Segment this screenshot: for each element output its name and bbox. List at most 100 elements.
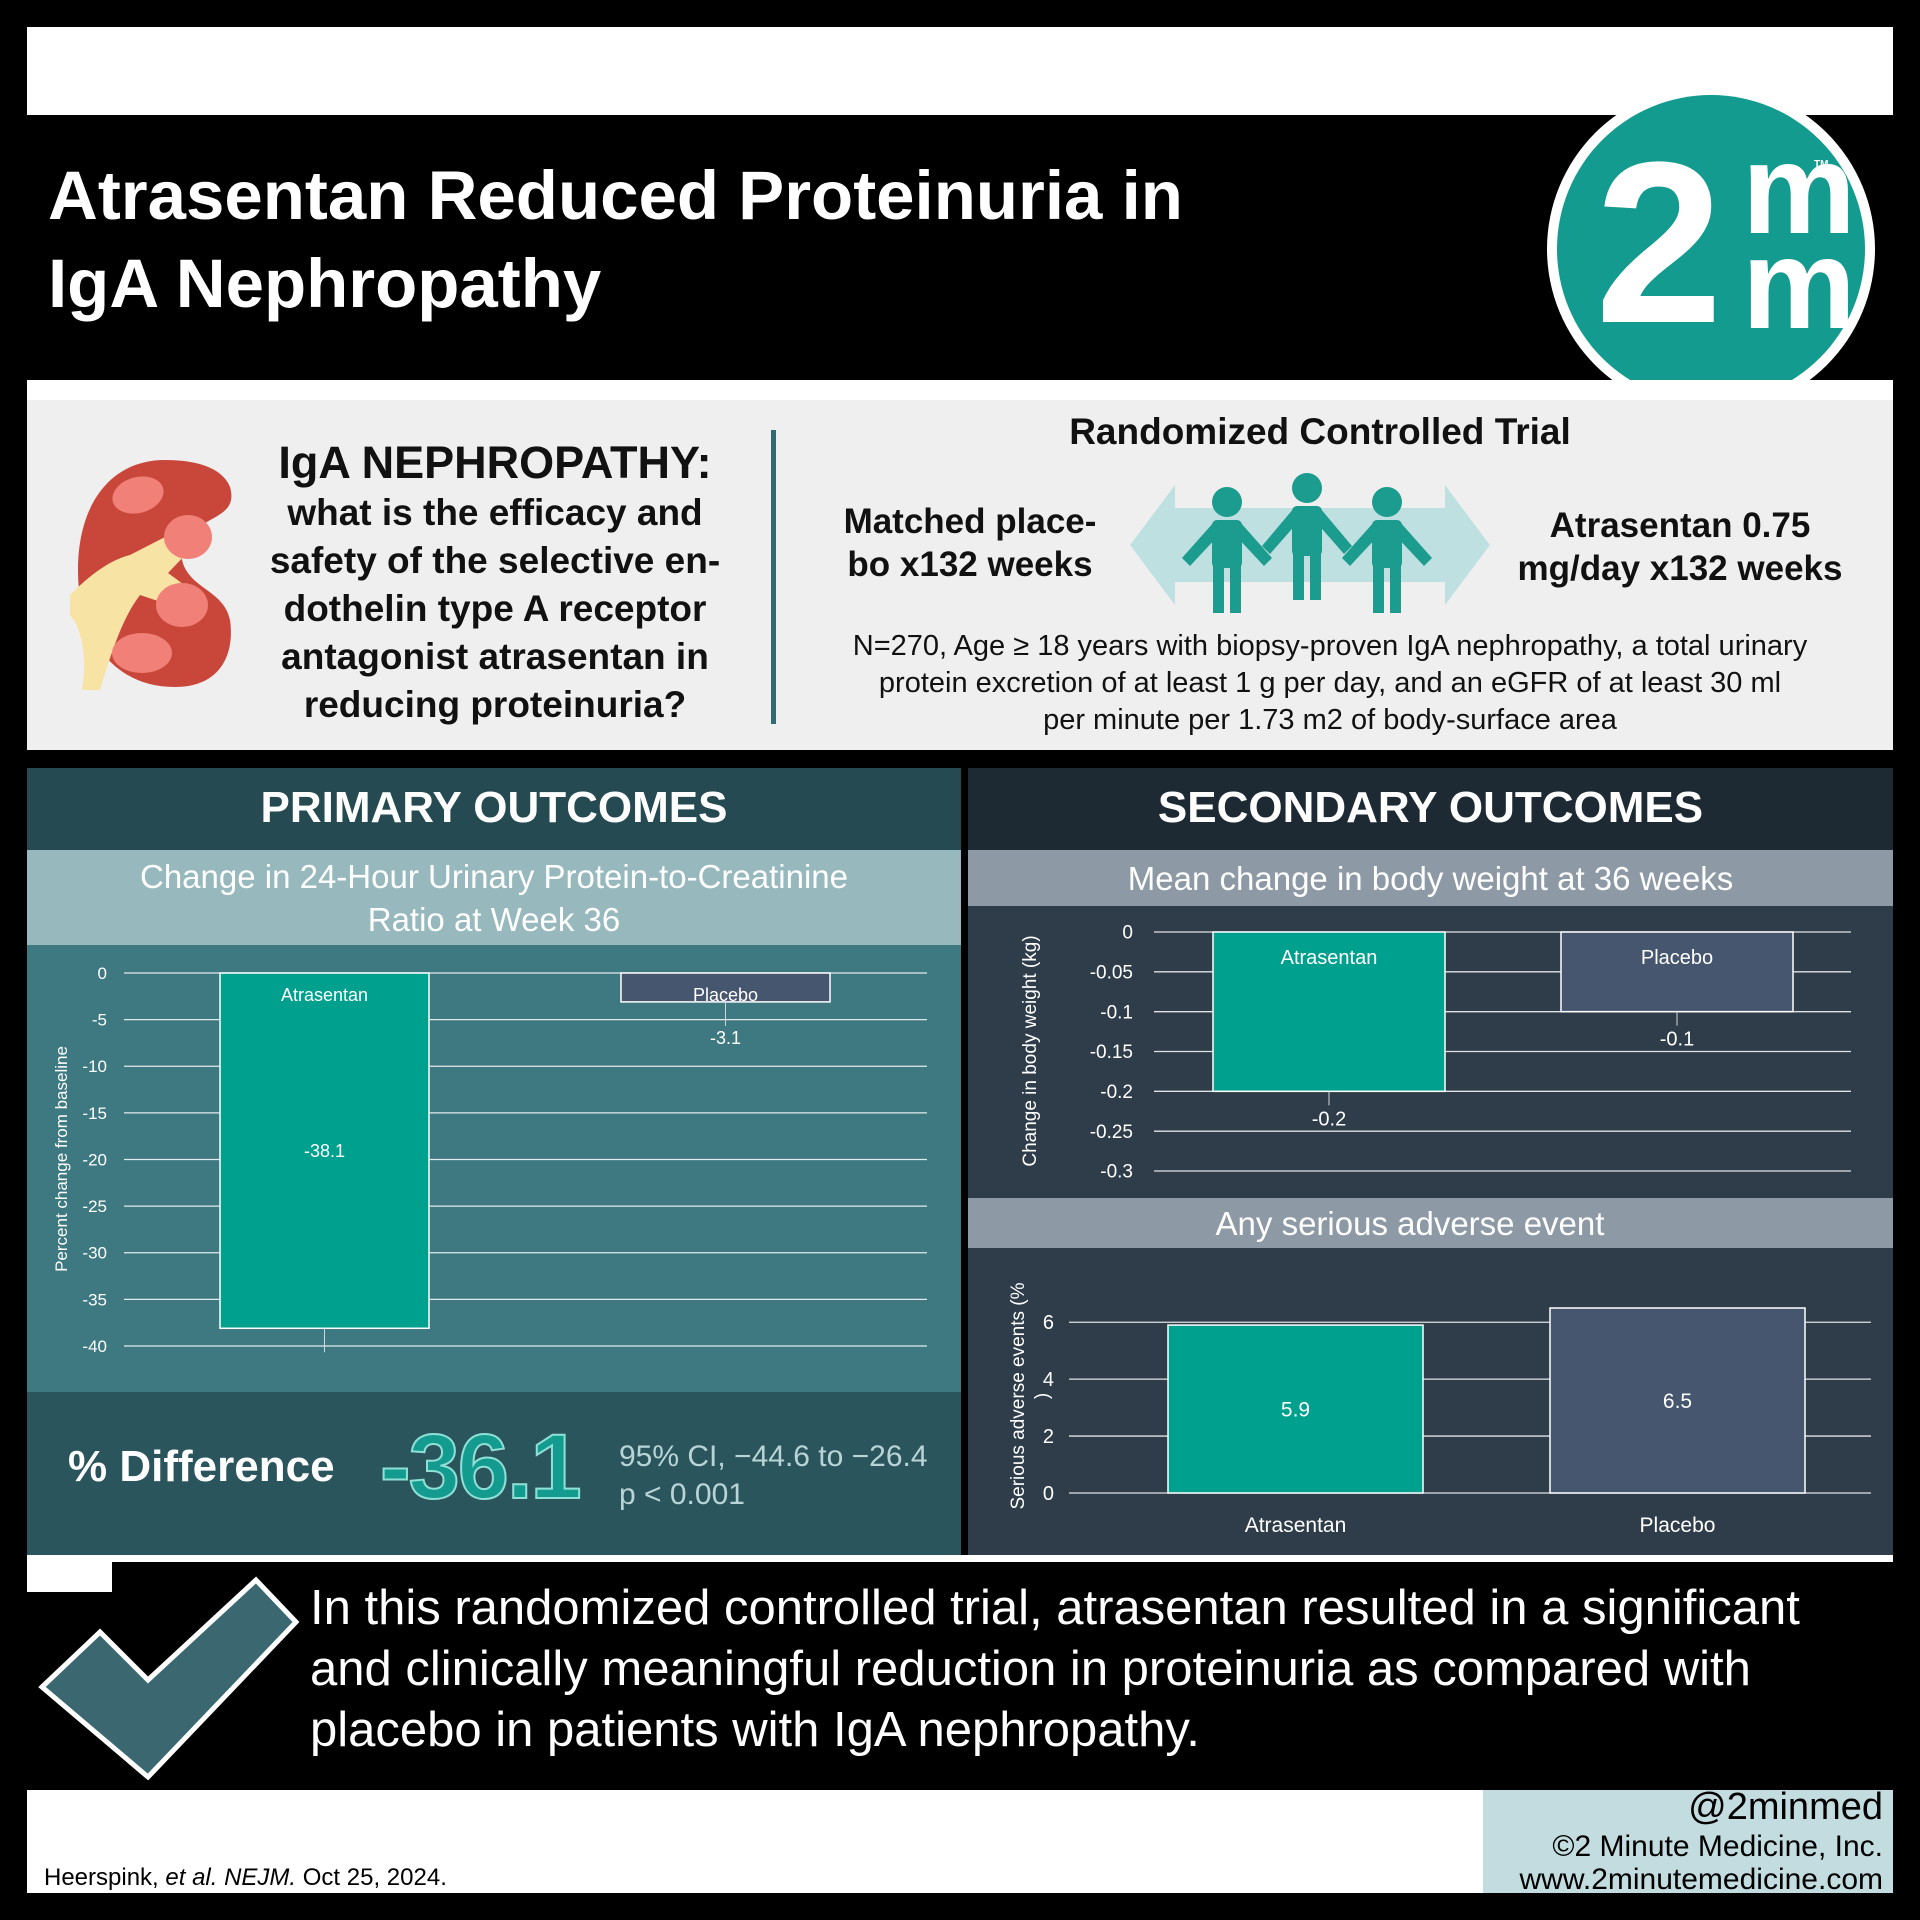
arm-placebo-line: Matched place- [843,502,1097,541]
primary-title: PRIMARY OUTCOMES [260,783,728,832]
y-tick-label: -0.05 [1090,962,1133,983]
y-tick-label: 4 [1043,1369,1054,1391]
logo-two: 2 [1595,114,1723,371]
data-label: -0.1 [1660,1029,1694,1051]
y-tick-label: -25 [82,1197,107,1216]
y-tick-label: 0 [98,964,107,983]
x-tick-label: Placebo [1640,1514,1716,1537]
y-tick-label: 0 [1043,1483,1054,1505]
arm-atrasentan: Atrasentan 0.75 mg/day x132 weeks [1500,504,1860,590]
logo-disc [1557,95,1865,403]
top-strip [27,27,1893,115]
y-tick-label: 6 [1043,1312,1054,1334]
difference-box [27,1392,961,1555]
question-text: what is the efficacy and safety of the s… [240,489,750,729]
question-line: antagonist atrasentan in [281,636,709,677]
citation: Heerspink, et al. NEJM. Oct 25, 2024. [44,1864,447,1892]
population-line: per minute per 1.73 m2 of body-surface a… [1043,704,1617,736]
divider [771,430,776,724]
citation-author: Heerspink, [44,1864,166,1891]
checkmark-icon [38,1576,300,1781]
logo-m-top: m [1742,118,1856,261]
y-tick-label: -0.3 [1100,1162,1133,1183]
weight-chart: 0 -0.05 -0.1 -0.15 -0.2 -0.25 -0.3 Change in bo… [1020,923,1851,1183]
y-tick-label: -20 [82,1150,107,1169]
y-tick-label: -0.1 [1100,1002,1133,1023]
y-axis-label: Change in body weight (kg) [1020,935,1041,1166]
bar-category-label: Placebo [693,985,758,1005]
y-tick-label: -0.2 [1100,1082,1133,1103]
weight-chart-title: Mean change in body weight at 36 weeks [1127,860,1734,897]
citation-date: Oct 25, 2024. [296,1864,447,1891]
page-title: Atrasentan Reduced Proteinuria in IgA Ne… [48,152,1348,328]
bar-category-label: Placebo [1641,947,1713,969]
weight-subtitle-bg [968,850,1893,906]
logo-trademark: TM [1814,159,1829,170]
bar [1560,931,1794,1013]
y-tick-label: -15 [82,1104,107,1123]
y-axis-label: Percent change from baseline [52,1046,71,1272]
title-line-2: IgA Nephropathy [48,245,602,322]
y-tick-label: -0.25 [1090,1122,1133,1143]
secondary-header [968,768,1893,850]
people-arrow-icon [1130,473,1490,613]
y-tick-label: -40 [82,1337,107,1356]
primary-header [27,768,961,850]
data-label: -3.1 [710,1028,741,1048]
data-label: 6.5 [1663,1390,1692,1413]
bar [219,972,430,1330]
y-tick-label: -5 [92,1011,107,1030]
primary-subtitle-bg [27,850,961,945]
x-tick-label: Atrasentan [1245,1514,1347,1537]
citation-etal: et al. [165,1864,218,1891]
primary-chart-title-line: Ratio at Week 36 [367,901,621,938]
website-link[interactable]: www.2minutemedicine.com [1519,1863,1883,1896]
difference-stats: 95% CI, −44.6 to −26.4 p < 0.001 [619,1438,928,1514]
study-design: Randomized Controlled Trial [1069,411,1571,452]
primary-chart-title-line: Change in 24-Hour Urinary Protein-to-Cre… [139,858,848,895]
footer-credits-bg [1483,1790,1893,1893]
question-line: dothelin type A receptor [283,588,707,629]
secondary-title: SECONDARY OUTCOMES [1157,783,1704,832]
y-tick-label: -0.15 [1090,1042,1133,1063]
conclusion-text: In this randomized controlled trial, atr… [310,1578,1885,1761]
difference-value: -36.1 [379,1415,583,1519]
y-axis-label: ) [1032,1393,1053,1399]
question-line: reducing proteinuria? [303,684,687,725]
bar [1549,1307,1806,1494]
question-line: what is the efficacy and [287,492,703,533]
study-info-panel [27,400,1893,750]
data-label: -38.1 [304,1141,345,1161]
bar-category-label: Atrasentan [1281,947,1378,969]
title-line-1: Atrasentan Reduced Proteinuria in [48,157,1183,234]
kidney-icon [70,460,232,690]
citation-journal: NEJM. [224,1864,297,1891]
conclusion-box [112,1562,1893,1790]
p-value: p < 0.001 [619,1478,745,1511]
y-tick-label: -30 [82,1244,107,1263]
arm-atrasentan-line: mg/day x132 weeks [1517,549,1843,588]
question-heading: IgA NEPHROPATHY: [278,437,712,488]
conclusion-line: and clinically meaningful reduction in p… [310,1642,1751,1696]
sae-subtitle-bg [968,1198,1893,1248]
copyright: ©2 Minute Medicine, Inc. [1552,1830,1883,1863]
y-axis-label: Serious adverse events (% [1008,1282,1029,1509]
arm-placebo: Matched place- bo x132 weeks [810,500,1130,586]
bar [620,972,831,1003]
population-line: N=270, Age ≥ 18 years with biopsy-proven… [852,630,1808,662]
bar [1212,931,1446,1093]
sae-chart-title: Any serious adverse event [1215,1205,1605,1242]
info-gap [27,380,1893,400]
sae-chart: 0 2 4 6 Serious adverse events (%) Atrasentan… [1008,1282,1871,1537]
population-criteria: N=270, Age ≥ 18 years with biopsy-proven… [800,628,1860,739]
data-label: -0.2 [1312,1108,1346,1130]
y-tick-label: 0 [1122,923,1133,944]
population-line: protein excretion of at least 1 g per da… [878,667,1782,699]
conclusion-line: In this randomized controlled trial, atr… [310,1581,1800,1635]
y-tick-label: -35 [82,1290,107,1309]
y-tick-label: 2 [1043,1426,1054,1448]
difference-label: % Difference [68,1442,335,1491]
bar-category-label: Atrasentan [281,985,368,1005]
y-tick-label: -10 [82,1057,107,1076]
bar [1167,1324,1424,1494]
